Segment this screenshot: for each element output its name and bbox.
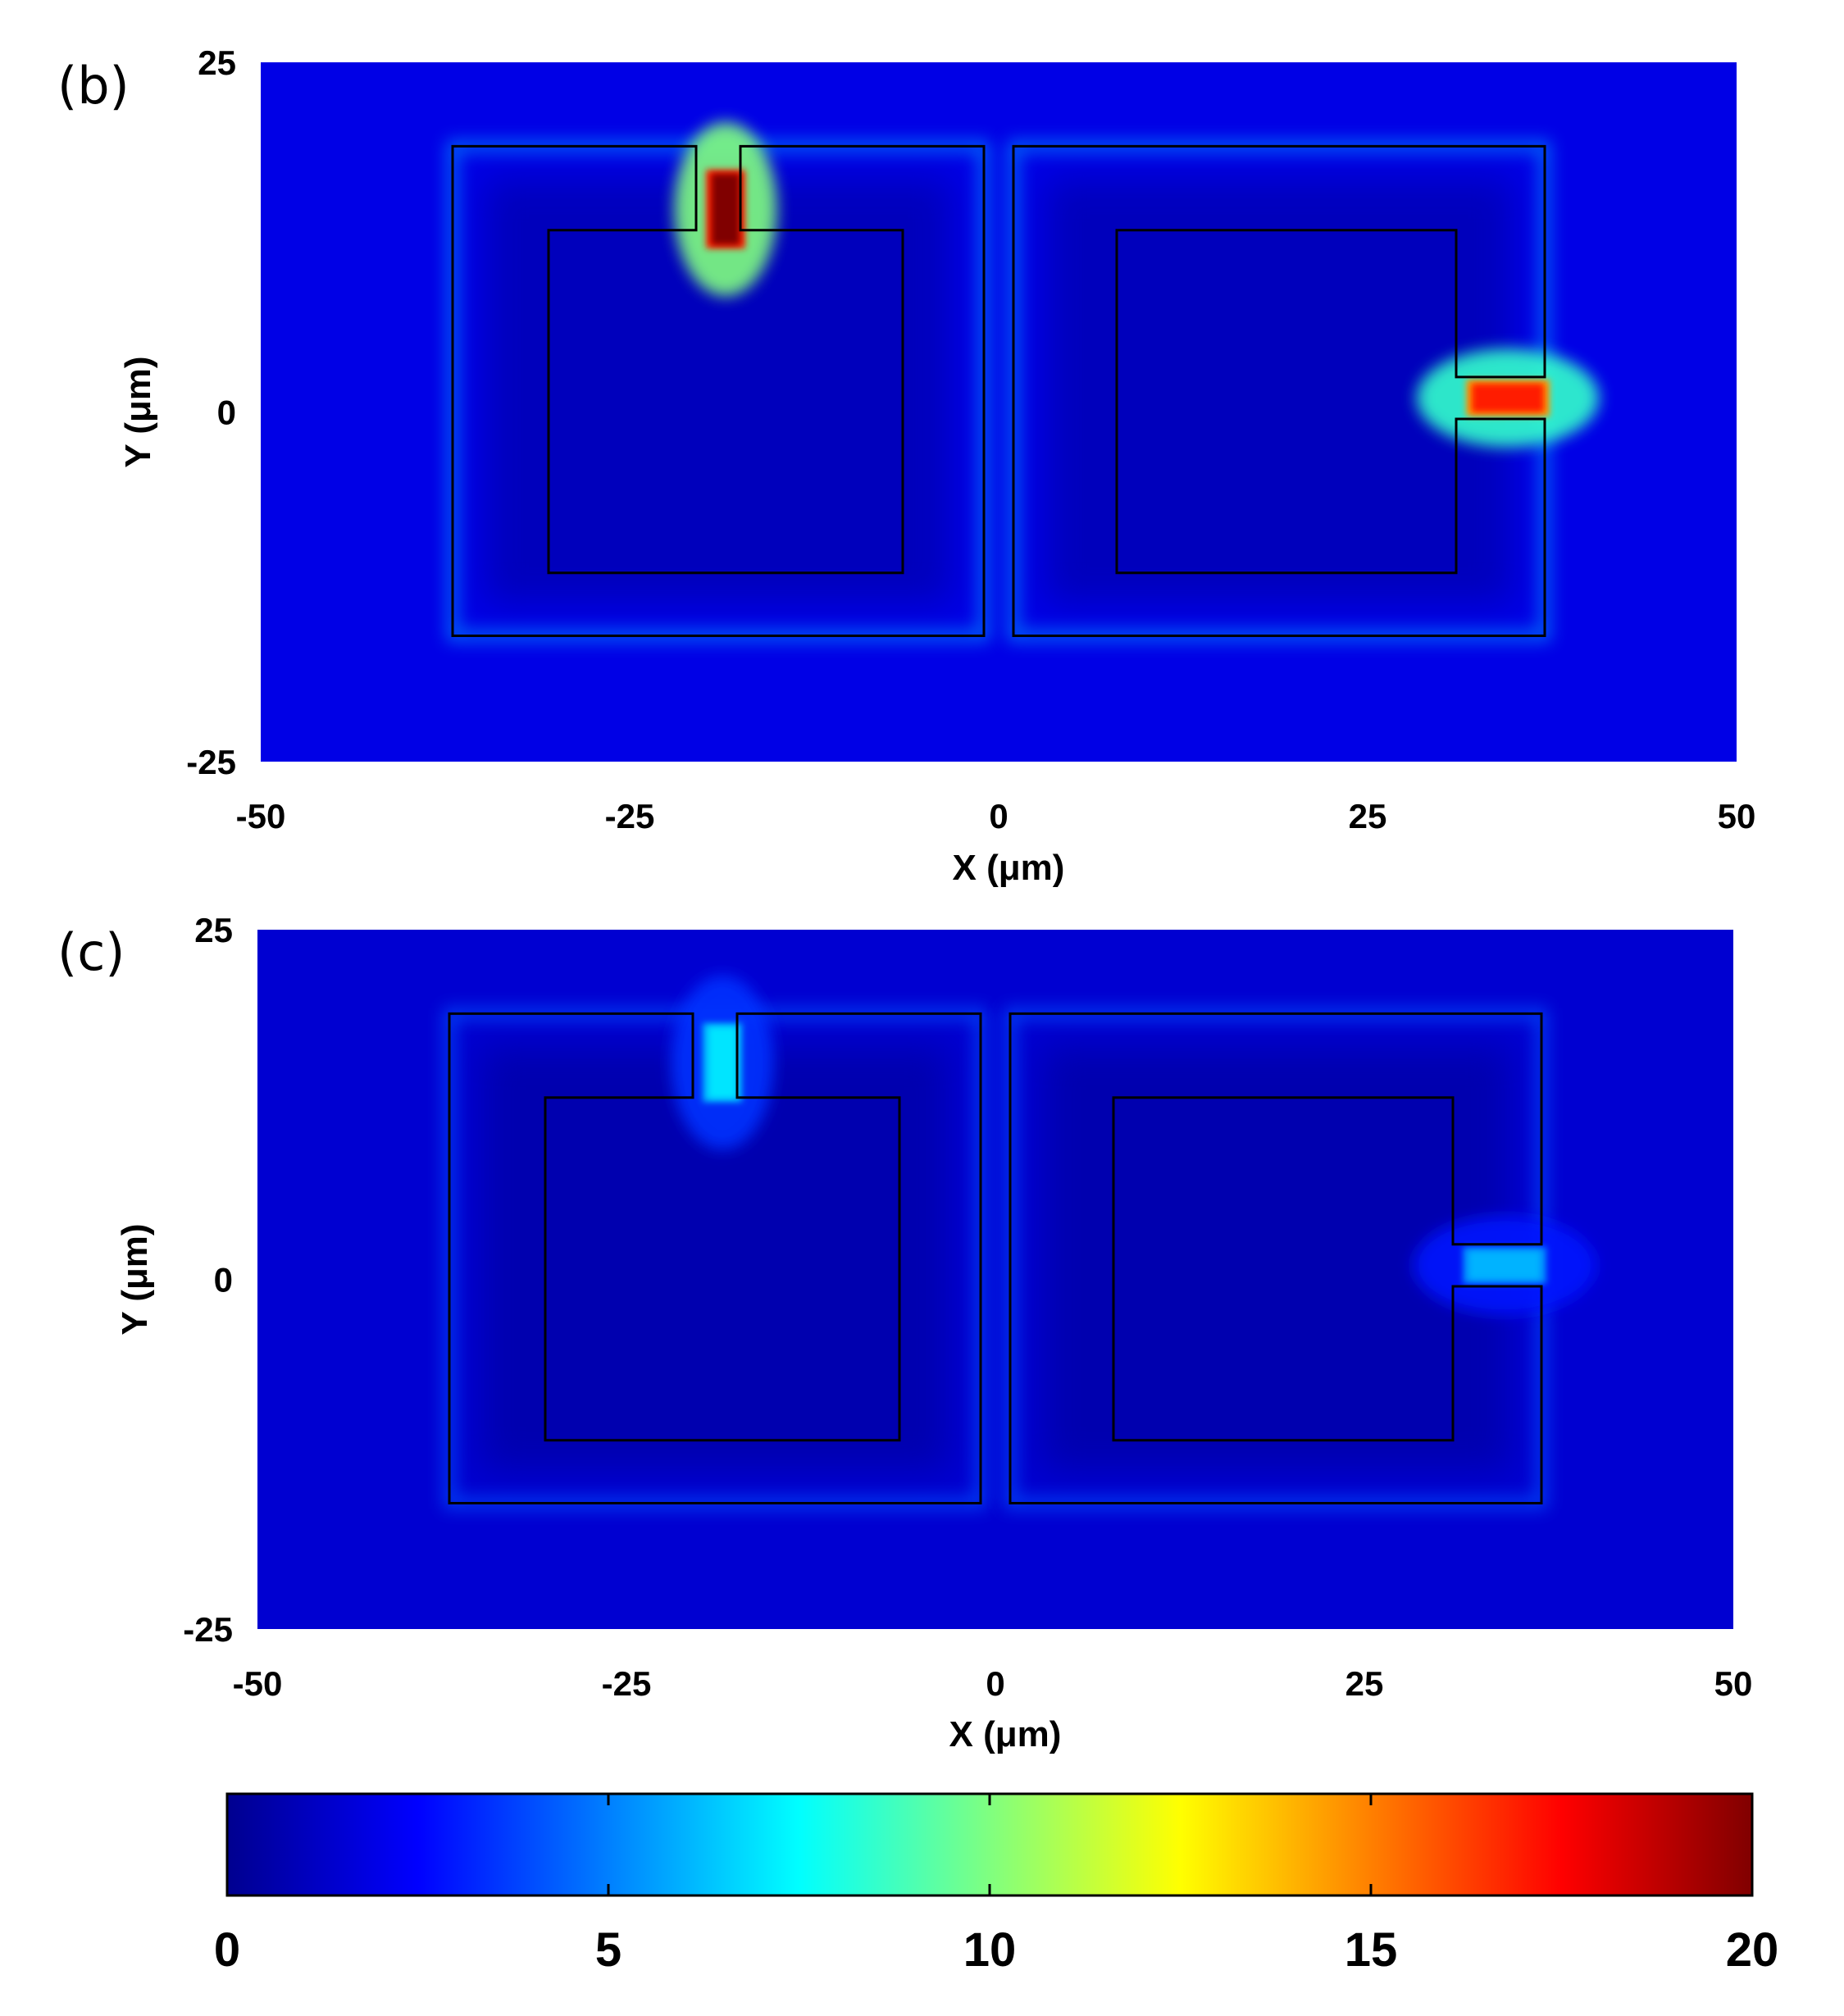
x-tick-label: -25 — [605, 797, 655, 835]
gap-hotspot-core-right — [1472, 383, 1544, 413]
y-tick-label: -25 — [183, 1610, 233, 1649]
y-tick-label: 25 — [194, 911, 233, 949]
x-tick-label: 25 — [1349, 797, 1387, 835]
left-split-ring-resonator — [451, 144, 986, 637]
right-split-ring-resonator — [1009, 1012, 1543, 1504]
x-tick-label: -25 — [602, 1664, 652, 1703]
colorbar-tick-label: 10 — [963, 1923, 1017, 1977]
y-tick-label: 0 — [214, 1261, 233, 1299]
colorbar-tick-label: 20 — [1726, 1923, 1779, 1977]
x-tick-label: 50 — [1718, 797, 1756, 835]
y-tick-label: 0 — [217, 394, 236, 432]
x-tick-label: -50 — [236, 797, 286, 835]
x-tick-label: 0 — [986, 1664, 1004, 1703]
y-axis-title: Y (μm) — [115, 1223, 155, 1335]
y-axis-title: Y (μm) — [118, 356, 158, 467]
colorbar-ticks: 0 5 10 15 20 — [214, 1794, 1778, 1977]
x-tick-label: -50 — [233, 1664, 283, 1703]
x-tick-label: 0 — [989, 797, 1008, 835]
gap-hotspot-core-right — [1468, 1250, 1541, 1281]
panel-label-b: (b) — [57, 56, 130, 116]
panel-label-c: (c) — [57, 922, 125, 982]
field-map-b — [261, 62, 1737, 762]
colorbar: 0 5 10 15 20 — [214, 1792, 1778, 1977]
x-tick-label: 25 — [1345, 1664, 1384, 1703]
field-map-c — [257, 930, 1733, 1629]
x-axis-title: X (μm) — [953, 848, 1065, 888]
right-split-ring-resonator — [1012, 144, 1546, 637]
y-tick-label: 25 — [198, 43, 236, 82]
colorbar-tick-label: 5 — [595, 1923, 621, 1977]
colorbar-tick-label: 15 — [1345, 1923, 1398, 1977]
left-split-ring-resonator — [448, 1012, 982, 1504]
x-axis-title: X (μm) — [949, 1714, 1062, 1754]
colorbar-gradient — [225, 1792, 1754, 1897]
colorbar-tick-label: 0 — [214, 1923, 240, 1977]
gap-hotspot-core-top — [708, 1026, 736, 1099]
y-tick-label: -25 — [186, 743, 236, 781]
gap-hotspot-core-top — [712, 173, 740, 245]
x-tick-label: 50 — [1714, 1664, 1753, 1703]
